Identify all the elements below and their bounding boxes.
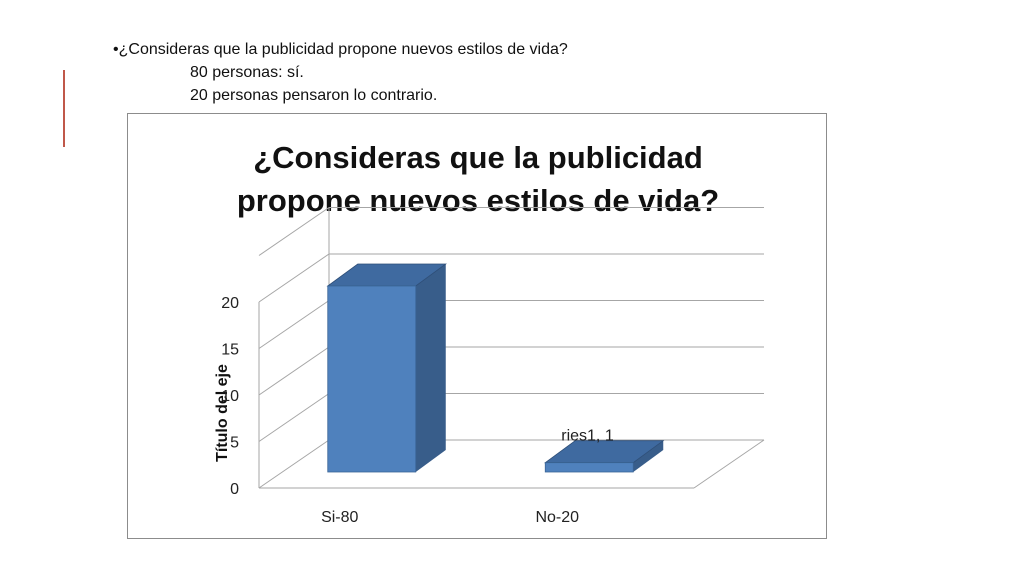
- question-line: •¿Consideras que la publicidad propone n…: [113, 38, 568, 61]
- answer-yes-line: 80 personas: sí.: [190, 64, 304, 81]
- data-label-1: ries1, 1: [561, 428, 614, 445]
- chart-title: ¿Consideras que la publicidad propone nu…: [128, 136, 828, 222]
- grid-diagonal-25: [258, 207, 330, 256]
- chart-title-line-2: propone nuevos estilos de vida?: [236, 183, 720, 218]
- grid-diagonal-15: [258, 300, 330, 349]
- y-tick-label-15: 15: [221, 342, 239, 359]
- y-tick-label-20: 20: [221, 295, 239, 312]
- y-tick-label-10: 10: [221, 388, 239, 405]
- grid-diagonal-20: [258, 253, 330, 303]
- slide-text-block: •¿Consideras que la publicidad propone n…: [113, 38, 568, 107]
- bar-0: [327, 285, 417, 473]
- chart-title-line-1: ¿Consideras que la publicidad: [253, 140, 703, 175]
- x-tick-label-0: Si-80: [321, 509, 358, 526]
- question-text: ¿Consideras que la publicidad propone nu…: [118, 41, 568, 58]
- floor-right-edge: [693, 439, 765, 489]
- bar-1: [544, 462, 634, 473]
- bullet: •: [113, 41, 119, 58]
- answer-no-line: 20 personas pensaron lo contrario.: [190, 87, 438, 104]
- bar-side-1: [633, 440, 664, 472]
- y-tick-label-0: 0: [230, 481, 239, 498]
- x-tick-label-1: No-20: [535, 509, 579, 526]
- chart-frame: ¿Consideras que la publicidad propone nu…: [127, 113, 827, 539]
- chart-plot: 0 5 10 15 20 Si-80 No-20 ries1, 1: [221, 207, 765, 526]
- slide-accent-line: [63, 70, 65, 147]
- bar-side-0: [415, 264, 446, 472]
- grid-diagonal-0: [258, 439, 330, 489]
- y-tick-label-5: 5: [230, 435, 239, 452]
- grid-diagonal-5: [258, 393, 330, 442]
- grid-diagonal-10: [258, 346, 330, 396]
